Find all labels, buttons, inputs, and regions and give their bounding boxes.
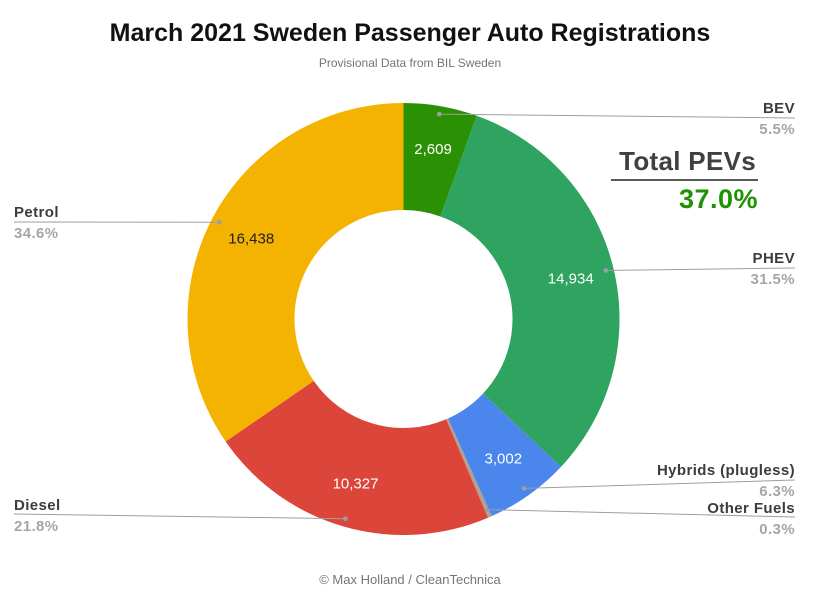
callout-bev: BEV 5.5% bbox=[759, 100, 795, 138]
slice-pct-bev: 5.5% bbox=[759, 121, 795, 138]
slice-label-diesel: Diesel bbox=[14, 497, 61, 514]
slice-value-diesel: 10,327 bbox=[333, 476, 379, 493]
slice-pct-phev: 31.5% bbox=[750, 271, 795, 288]
total-pevs-label: Total PEVs bbox=[611, 147, 758, 181]
slice-label-bev: BEV bbox=[762, 100, 795, 117]
slice-pct-other-fuels: 0.3% bbox=[759, 521, 795, 538]
slice-value-phev: 14,934 bbox=[548, 270, 594, 287]
slice-pct-hybrids-plugless: 6.3% bbox=[759, 483, 795, 500]
slice-label-hybrids-plugless: Hybrids (plugless) bbox=[656, 462, 795, 479]
slice-other-fuels bbox=[446, 418, 492, 518]
slice-pct-petrol: 34.6% bbox=[14, 225, 59, 242]
slice-value-hybrids-plugless: 3,002 bbox=[485, 451, 523, 468]
credit-footer: © Max Holland / CleanTechnica bbox=[319, 572, 501, 587]
slice-petrol bbox=[187, 103, 404, 442]
callout-hybrids-plugless: Hybrids (plugless) 6.3% bbox=[657, 462, 795, 500]
slice-hybrids-plugless bbox=[448, 393, 561, 517]
slice-label-petrol: Petrol bbox=[14, 204, 59, 221]
leader-line-bev bbox=[439, 113, 796, 119]
slice-phev bbox=[440, 115, 620, 467]
chart-subtitle: Provisional Data from BIL Sweden bbox=[318, 56, 502, 70]
leader-dot-phev bbox=[603, 268, 609, 273]
callout-phev: PHEV 31.5% bbox=[750, 250, 795, 288]
slice-diesel bbox=[225, 380, 489, 535]
chart-title: March 2021 Sweden Passenger Auto Registr… bbox=[109, 19, 711, 47]
callout-other-fuels: Other Fuels 0.3% bbox=[707, 500, 795, 538]
leader-dot-other-fuels bbox=[484, 507, 490, 513]
slice-label-other-fuels: Other Fuels bbox=[707, 500, 795, 517]
leader-dot-bev bbox=[436, 111, 442, 117]
slice-value-petrol: 16,438 bbox=[228, 230, 274, 247]
leader-dot-hybrids-plugless bbox=[521, 486, 527, 491]
leader-dot-petrol bbox=[216, 219, 222, 225]
leader-line-hybrids-plugless bbox=[524, 479, 796, 489]
callout-diesel: Diesel 21.8% bbox=[14, 497, 61, 535]
slice-value-bev: 2,609 bbox=[414, 141, 452, 158]
leader-dot-diesel bbox=[343, 516, 348, 522]
total-pevs-annotation: Total PEVs 37.0% bbox=[611, 147, 758, 214]
slice-label-phev: PHEV bbox=[752, 250, 795, 267]
leader-line-diesel bbox=[13, 513, 346, 520]
slice-bev bbox=[403, 102, 477, 217]
leader-line-phev bbox=[605, 267, 796, 271]
callout-petrol: Petrol 34.6% bbox=[14, 204, 59, 242]
leader-line-other-fuels bbox=[486, 509, 796, 518]
total-pevs-value: 37.0% bbox=[678, 184, 758, 214]
slice-pct-diesel: 21.8% bbox=[14, 518, 59, 535]
